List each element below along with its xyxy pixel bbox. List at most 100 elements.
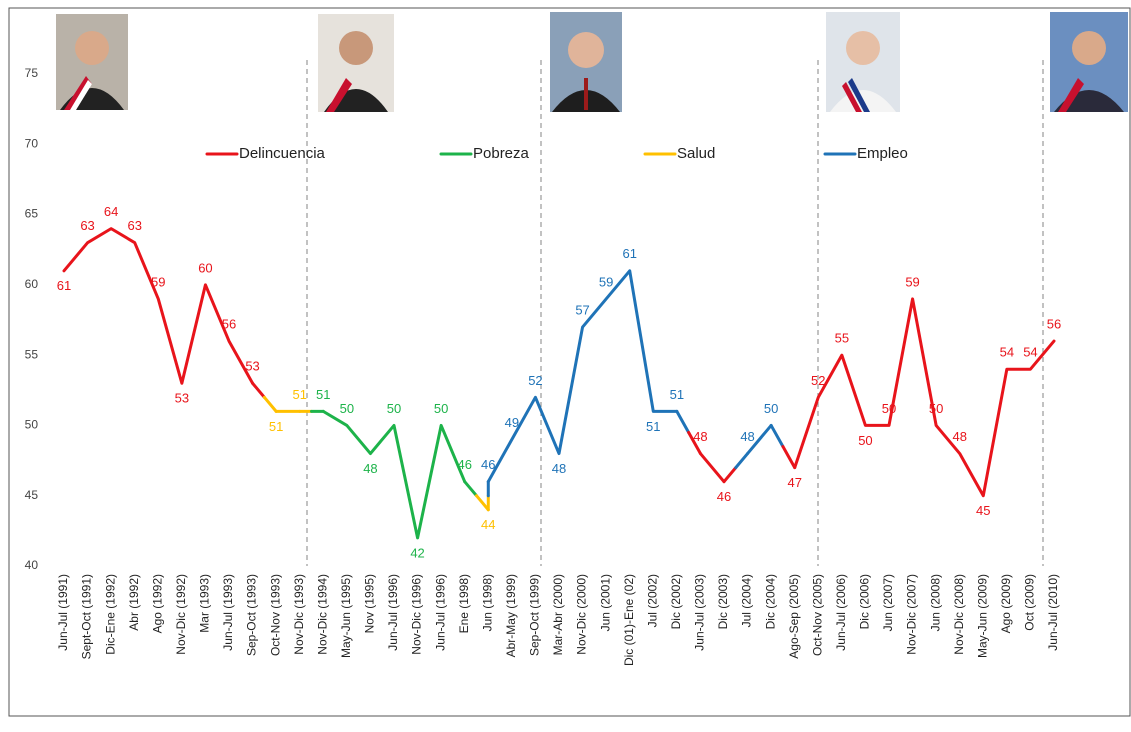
line-connector [734, 452, 750, 470]
data-label: 46 [457, 457, 471, 472]
data-label: 52 [811, 373, 825, 388]
data-label: 61 [622, 246, 636, 261]
portrait [318, 14, 394, 112]
legend-label: Salud [677, 145, 715, 162]
data-label: 50 [340, 401, 354, 416]
data-label: 64 [104, 204, 118, 219]
data-label: 48 [363, 461, 377, 476]
x-tick-label: Dic (2006) [858, 574, 872, 629]
data-label: 50 [764, 401, 778, 416]
data-label: 51 [670, 387, 684, 402]
data-label: 48 [952, 429, 966, 444]
data-label: 55 [835, 331, 849, 346]
data-label: 48 [693, 429, 707, 444]
legend-label: Delincuencia [239, 145, 326, 162]
x-tick-label: Ago (1992) [150, 574, 164, 633]
y-tick-label: 40 [25, 558, 39, 572]
x-tick-label: Jun (1998) [480, 574, 494, 631]
y-tick-label: 50 [25, 418, 39, 432]
data-label: 51 [292, 387, 306, 402]
data-label: 63 [80, 218, 94, 233]
data-label: 52 [528, 373, 542, 388]
x-tick-label: May-Jun (2009) [975, 574, 989, 658]
x-tick-label: Jun-Jul (1996) [433, 574, 447, 651]
data-label: 49 [505, 415, 519, 430]
x-tick-label: Sep-Oct (1993) [245, 574, 259, 656]
x-tick-label: Dic (2003) [716, 574, 730, 629]
frame [8, 7, 1131, 717]
line-connector [781, 445, 797, 470]
data-label: 53 [245, 359, 259, 374]
y-tick-label: 45 [25, 488, 39, 502]
data-label: 53 [175, 391, 189, 406]
x-tick-label: Nov-Dic (2007) [905, 574, 919, 655]
data-label: 59 [151, 274, 165, 289]
line-connector [463, 480, 478, 498]
data-label: 63 [127, 218, 141, 233]
x-tick-label: Nov-Dic (1992) [174, 574, 188, 655]
data-label: 50 [434, 401, 448, 416]
data-label: 48 [552, 461, 566, 476]
x-tick-label: Nov (1995) [363, 574, 377, 633]
y-tick-label: 60 [25, 277, 39, 291]
portraits [56, 12, 1128, 112]
portrait [826, 12, 900, 112]
data-label: 61 [57, 278, 71, 293]
x-tick-label: Nov-Dic (1994) [315, 574, 329, 655]
data-label: 51 [316, 387, 330, 402]
x-tick-label: Nov-Dic (1993) [292, 574, 306, 655]
portrait [56, 14, 128, 110]
y-tick-label: 55 [25, 347, 39, 361]
x-tick-label: Jun-Jul (2010) [1046, 574, 1060, 651]
data-label: 47 [787, 475, 801, 490]
data-label: 56 [1047, 317, 1061, 332]
x-tick-label: Jun-Jul (1991) [56, 574, 70, 651]
x-tick-label: Sept-Oct (1991) [80, 574, 94, 659]
x-tick-label: Dic-Ene (1992) [103, 574, 117, 655]
x-tick-label: May-Jun (1995) [339, 574, 353, 658]
data-label: 50 [929, 401, 943, 416]
x-tick-label: Oct (2009) [1023, 574, 1037, 631]
data-label: 45 [976, 503, 990, 518]
data-label: 60 [198, 260, 212, 275]
y-tick-label: 65 [25, 207, 39, 221]
x-tick-label: Jul (2002) [645, 574, 659, 627]
line-connector [262, 395, 278, 413]
data-label: 50 [858, 433, 872, 448]
line-connector [687, 430, 702, 456]
data-label: 56 [222, 317, 236, 332]
x-tick-label: Abr-May (1999) [504, 574, 518, 657]
data-label: 46 [717, 489, 731, 504]
x-tick-label: Ene (1998) [457, 574, 471, 633]
x-tick-label: Mar (1993) [198, 574, 212, 633]
x-tick-label: Jun-Jul (1996) [386, 574, 400, 651]
line-connector [475, 494, 490, 512]
line-connector [769, 423, 785, 449]
term-dividers [306, 60, 1044, 566]
x-tick-label: Jun (2001) [598, 574, 612, 631]
x-tick-label: Nov-Dic (2000) [575, 574, 589, 655]
x-tick-label: Jul (2004) [740, 574, 754, 627]
data-label: 44 [481, 517, 495, 532]
line-connector [251, 381, 266, 399]
series-line [321, 409, 467, 540]
x-tick-label: Ago (2009) [999, 574, 1013, 633]
x-tick-label: Abr (1992) [127, 574, 141, 631]
data-label: 48 [740, 429, 754, 444]
data-label: 46 [481, 457, 495, 472]
data-label: 51 [646, 419, 660, 434]
data-label: 59 [599, 274, 613, 289]
x-tick-label: Jun-Jul (2003) [693, 574, 707, 651]
data-label: 42 [410, 545, 424, 560]
line-connector [722, 466, 738, 484]
legend-label: Pobreza [473, 145, 530, 162]
x-tick-label: Dic (2002) [669, 574, 683, 629]
x-tick-label: Dic (2004) [763, 574, 777, 629]
data-label: 54 [1023, 345, 1037, 360]
legend-label: Empleo [857, 145, 908, 162]
x-tick-label: Nov-Dic (2008) [952, 574, 966, 655]
x-tick-label: Jun-Jul (1993) [221, 574, 235, 651]
series-line [62, 227, 1056, 498]
x-tick-label: Sep-Oct (1999) [528, 574, 542, 656]
